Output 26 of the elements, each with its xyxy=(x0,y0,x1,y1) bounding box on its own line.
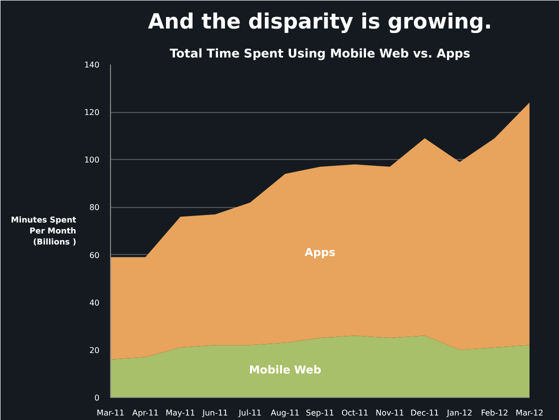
y-tick-label: 80 xyxy=(89,203,100,212)
x-tick-label: Oct-11 xyxy=(341,408,368,418)
x-tick-label: Dec-11 xyxy=(410,408,440,418)
x-tick-label: Aug-11 xyxy=(270,408,300,418)
chart-subtitle: Total Time Spent Using Mobile Web vs. Apps xyxy=(170,46,470,60)
series-label: Apps xyxy=(304,246,336,259)
y-tick-label: 140 xyxy=(84,60,100,70)
x-tick-label: Mar-12 xyxy=(516,408,544,418)
y-tick-label: 20 xyxy=(89,346,100,355)
x-tick-label: Jan-12 xyxy=(446,408,472,418)
y-tick-label: 120 xyxy=(84,108,100,118)
x-tick-label: Jun-11 xyxy=(201,408,228,418)
y-tick-label: 40 xyxy=(89,298,100,308)
x-tick-label: Jul-11 xyxy=(238,408,262,418)
x-tick-label: Feb-12 xyxy=(480,408,508,418)
y-tick-label: 0 xyxy=(94,394,100,402)
y-tick-label: 60 xyxy=(89,250,100,260)
series-label: Mobile Web xyxy=(248,364,322,377)
x-tick-label: Sep-11 xyxy=(306,408,334,418)
x-tick-label: Apr-11 xyxy=(132,408,159,418)
y-tick-label: 100 xyxy=(84,156,100,165)
y-axis-title: Minutes Spent Per Month (Billions ) xyxy=(10,216,77,246)
x-tick-label: Nov-11 xyxy=(376,408,404,418)
x-tick-label: May-11 xyxy=(166,408,196,418)
chart-title: And the disparity is growing. xyxy=(148,10,492,34)
x-tick-label: Mar-11 xyxy=(96,408,124,418)
